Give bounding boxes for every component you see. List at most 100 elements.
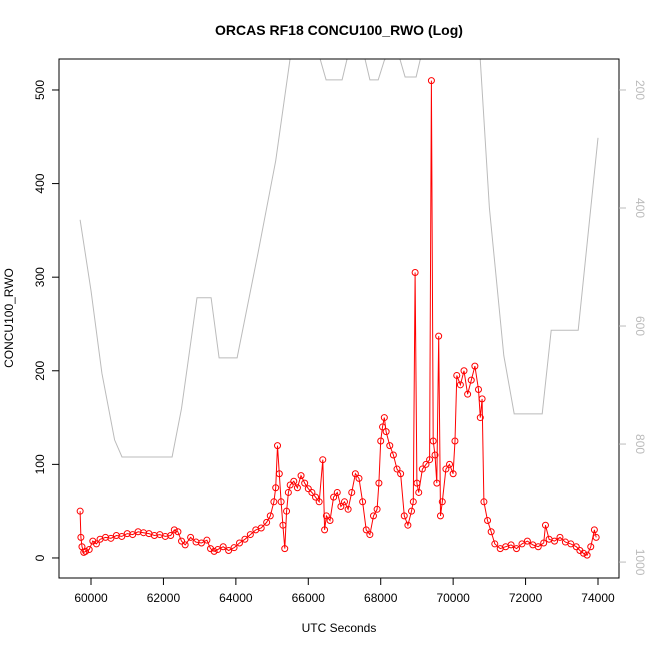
point [230, 544, 238, 552]
point [418, 465, 426, 473]
point [456, 381, 464, 389]
point [77, 533, 85, 541]
point [427, 77, 435, 85]
point [76, 507, 84, 515]
point [523, 537, 531, 545]
point [583, 551, 591, 559]
point [435, 332, 443, 340]
point [375, 479, 383, 487]
point [436, 512, 444, 520]
point [326, 517, 334, 525]
point [572, 543, 580, 551]
point [389, 451, 397, 459]
point [107, 534, 115, 542]
point [178, 537, 186, 545]
point [484, 517, 492, 525]
y-axis-label: CONCU100_RWO [2, 268, 16, 368]
y2-tick-label: 1000 [633, 549, 647, 576]
point [386, 442, 394, 450]
point [246, 531, 254, 539]
point [92, 540, 100, 548]
point [451, 437, 459, 445]
point [241, 535, 249, 543]
point [225, 546, 233, 554]
point [174, 528, 182, 536]
chart-title: ORCAS RF18 CONCU100_RWO (Log) [215, 22, 463, 38]
point [518, 540, 526, 548]
point [118, 532, 126, 540]
point [540, 539, 548, 547]
point [129, 531, 137, 539]
point [369, 512, 377, 520]
point [407, 507, 415, 515]
point [315, 498, 323, 506]
point [431, 451, 439, 459]
point [351, 470, 359, 478]
point [551, 537, 559, 545]
y-tick-label: 300 [33, 267, 47, 287]
point [197, 539, 205, 547]
point [415, 488, 423, 496]
x-tick-label: 62000 [147, 591, 181, 605]
x-axis-label: UTC Seconds [302, 621, 377, 635]
point [400, 512, 408, 520]
point [330, 493, 338, 501]
y2-tick-label: 400 [633, 198, 647, 218]
point [491, 540, 499, 548]
point [284, 488, 292, 496]
point [290, 477, 298, 485]
point [422, 460, 430, 468]
point [286, 481, 294, 489]
point [344, 505, 352, 513]
x-tick-label: 66000 [292, 591, 326, 605]
point [333, 488, 341, 496]
point [373, 505, 381, 513]
point [513, 545, 521, 553]
point [319, 456, 327, 464]
point [297, 472, 305, 480]
point [170, 526, 178, 534]
point [567, 540, 575, 548]
point [478, 395, 486, 403]
point [277, 498, 285, 506]
point [274, 442, 282, 450]
point [322, 512, 330, 520]
point [275, 470, 283, 478]
point [348, 488, 356, 496]
y-tick-label: 200 [33, 360, 47, 380]
point [304, 485, 312, 493]
point [474, 385, 482, 393]
point [397, 470, 405, 478]
point [541, 521, 549, 529]
point [235, 539, 243, 547]
point [379, 423, 387, 431]
point [480, 498, 488, 506]
x-tick-label: 72000 [509, 591, 543, 605]
point [556, 533, 564, 541]
point [272, 484, 280, 492]
x-tick-label: 74000 [581, 591, 615, 605]
point [219, 543, 227, 551]
point [187, 533, 195, 541]
point [85, 546, 93, 554]
point [362, 526, 370, 534]
point [214, 546, 222, 554]
point [293, 484, 301, 492]
point [382, 428, 390, 436]
y-tick-label: 0 [33, 554, 47, 561]
point [337, 502, 345, 510]
point [453, 371, 461, 379]
point [341, 498, 349, 506]
point [446, 460, 454, 468]
point [393, 465, 401, 473]
point [442, 465, 450, 473]
point [592, 533, 600, 541]
point [266, 512, 274, 520]
point [283, 507, 291, 515]
point [263, 518, 271, 526]
y-tick-label: 500 [33, 80, 47, 100]
point [366, 531, 374, 539]
point [411, 268, 419, 276]
x-tick-label: 70000 [436, 591, 470, 605]
